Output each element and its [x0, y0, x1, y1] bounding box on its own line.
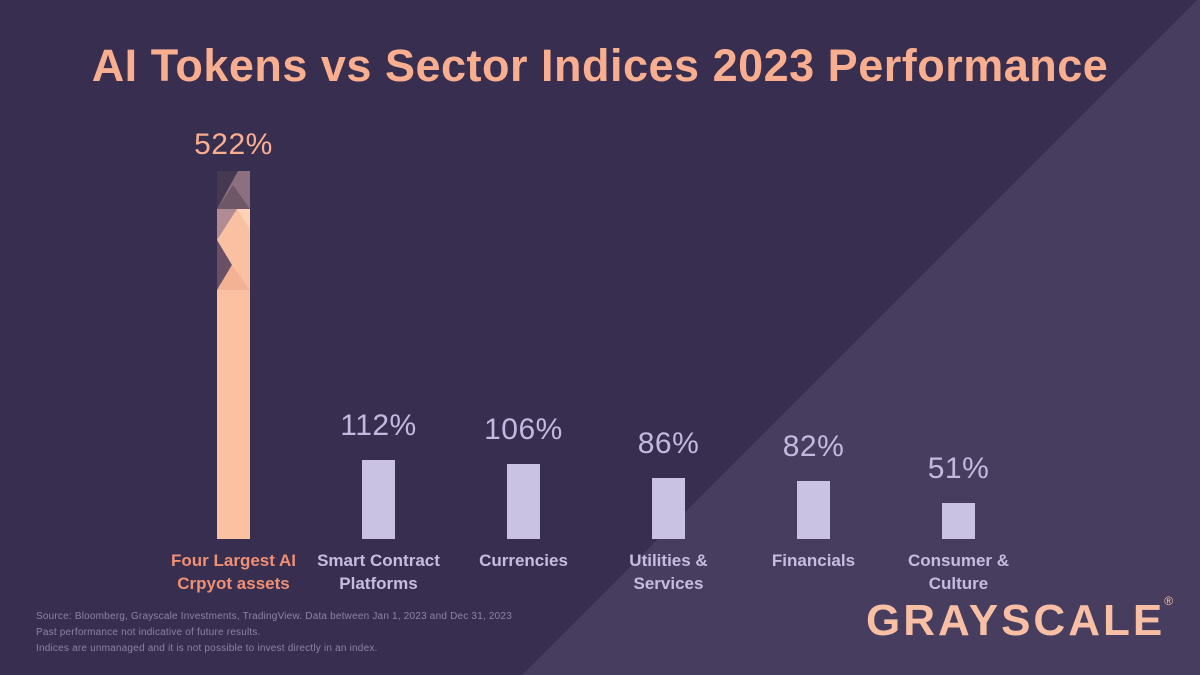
chart-column: 106%: [451, 413, 596, 539]
grayscale-logo: GRAYSCALE®: [866, 594, 1174, 646]
registered-trademark-symbol: ®: [1164, 594, 1174, 609]
chart-column: 112%: [306, 409, 451, 539]
bar-value-label: 522%: [194, 128, 273, 161]
category-label: Consumer & Culture: [907, 551, 1010, 593]
low-poly-facet-pattern: [217, 171, 250, 295]
chart-column: 51%: [886, 452, 1031, 539]
category-label: Financials: [771, 551, 856, 570]
category-label: Currencies: [479, 551, 568, 570]
bar-value-label: 86%: [637, 427, 700, 460]
bar-value-label: 106%: [484, 413, 563, 446]
chart-column: 82%: [741, 430, 886, 539]
grayscale-logo-text: GRAYSCALE: [866, 596, 1166, 645]
chart-column: 522%: [161, 128, 306, 539]
bar-value-label: 82%: [782, 430, 845, 463]
chart-column: 86%: [596, 427, 741, 539]
bar: [362, 460, 395, 539]
source-line: Indices are unmanaged and it is not poss…: [36, 643, 378, 655]
chart-title: AI Tokens vs Sector Indices 2023 Perform…: [91, 40, 1109, 91]
bar: [507, 464, 540, 539]
bar-value-label: 112%: [340, 409, 417, 442]
bar-ai-tokens: [217, 171, 250, 539]
source-disclaimer-text: Source: Bloomberg, Grayscale Investments…: [36, 609, 512, 658]
bar: [652, 478, 685, 539]
category-label: Four Largest AI Crpyot assets: [171, 551, 296, 593]
bar-value-label: 51%: [927, 452, 990, 485]
bar: [942, 503, 975, 539]
chart-columns: 522% 112% 106% 86% 82% 51%: [161, 0, 1031, 539]
source-line: Source: Bloomberg, Grayscale Investments…: [36, 611, 512, 622]
chart-category-labels: Four Largest AI Crpyot assets Smart Contra…: [161, 550, 1031, 596]
category-label: Utilities & Services: [629, 551, 708, 593]
source-line: Past performance not indicative of futur…: [36, 627, 261, 639]
category-label: Smart Contract Platforms: [317, 551, 440, 593]
bar: [797, 481, 830, 539]
